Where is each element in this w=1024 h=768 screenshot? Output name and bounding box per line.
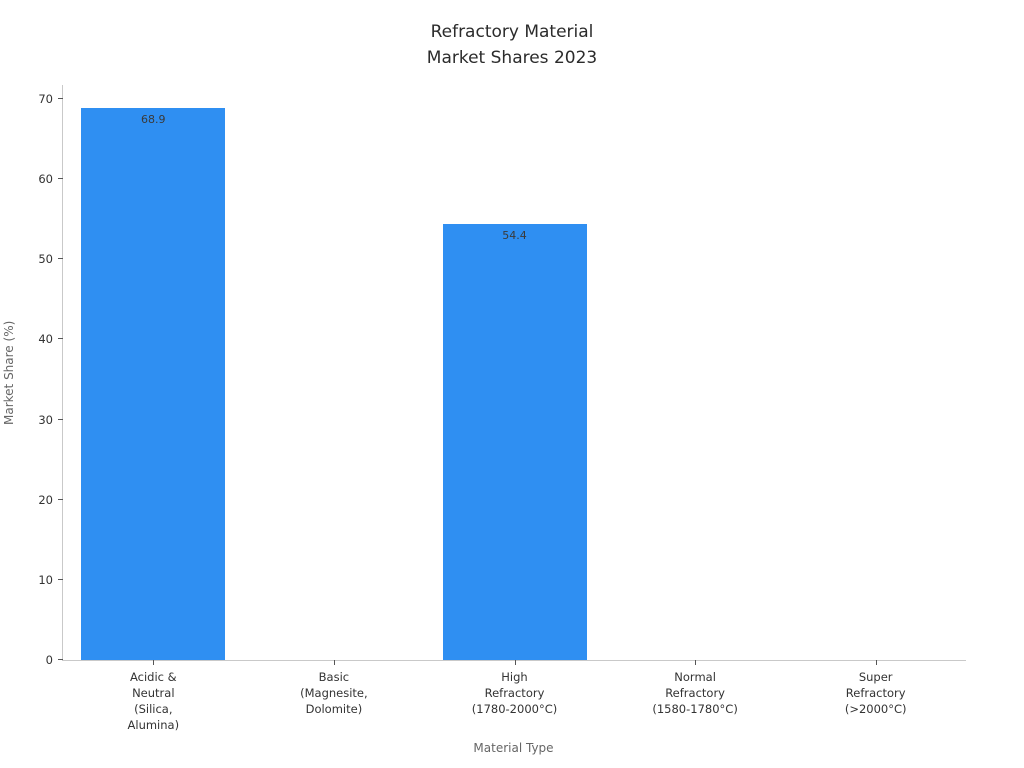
x-tick-mark <box>875 660 877 665</box>
x-tick-mark <box>153 660 155 665</box>
x-tick-label: High Refractory (1780-2000°C) <box>471 670 558 717</box>
y-tick-mark <box>58 418 63 420</box>
y-axis-label: Market Share (%) <box>2 320 16 425</box>
x-tick-label: Normal Refractory (1580-1780°C) <box>652 670 738 717</box>
y-tick-mark <box>58 498 63 500</box>
x-tick-label: Acidic & Neutral (Silica, Alumina) <box>127 670 180 733</box>
y-tick-label: 40 <box>38 332 53 347</box>
x-tick-mark <box>514 660 516 665</box>
y-tick-label: 60 <box>38 172 53 187</box>
x-tick-mark <box>333 660 335 665</box>
y-tick-mark <box>58 178 63 180</box>
bar-value-label: 68.9 <box>141 112 166 126</box>
x-tick-label: Super Refractory (>2000°C) <box>844 670 907 717</box>
y-tick-label: 70 <box>38 92 53 106</box>
plot-area: 0 10 20 30 40 50 60 70 68.9 Acidic & Neutral (Sil… <box>38 85 966 732</box>
bar <box>442 224 587 660</box>
y-tick-label: 50 <box>38 252 53 267</box>
y-tick-label: 10 <box>38 572 53 587</box>
bar <box>81 107 226 660</box>
y-tick-mark <box>58 338 63 340</box>
y-tick-mark <box>58 98 63 99</box>
y-tick-mark <box>58 578 63 580</box>
x-tick-mark <box>695 660 697 665</box>
y-tick-label: 20 <box>38 492 53 507</box>
x-axis-label: Material Type <box>473 741 554 755</box>
bar-value-label: 54.4 <box>502 229 527 243</box>
y-tick-mark <box>58 258 63 260</box>
y-tick-mark <box>58 659 63 660</box>
chart-title: Refractory Material Market Shares 2023 <box>426 22 598 68</box>
y-tick-label: 30 <box>38 412 53 427</box>
x-tick-label: Basic (Magnesite, Dolomite) <box>300 670 368 717</box>
y-tick-label: 0 <box>45 653 53 667</box>
